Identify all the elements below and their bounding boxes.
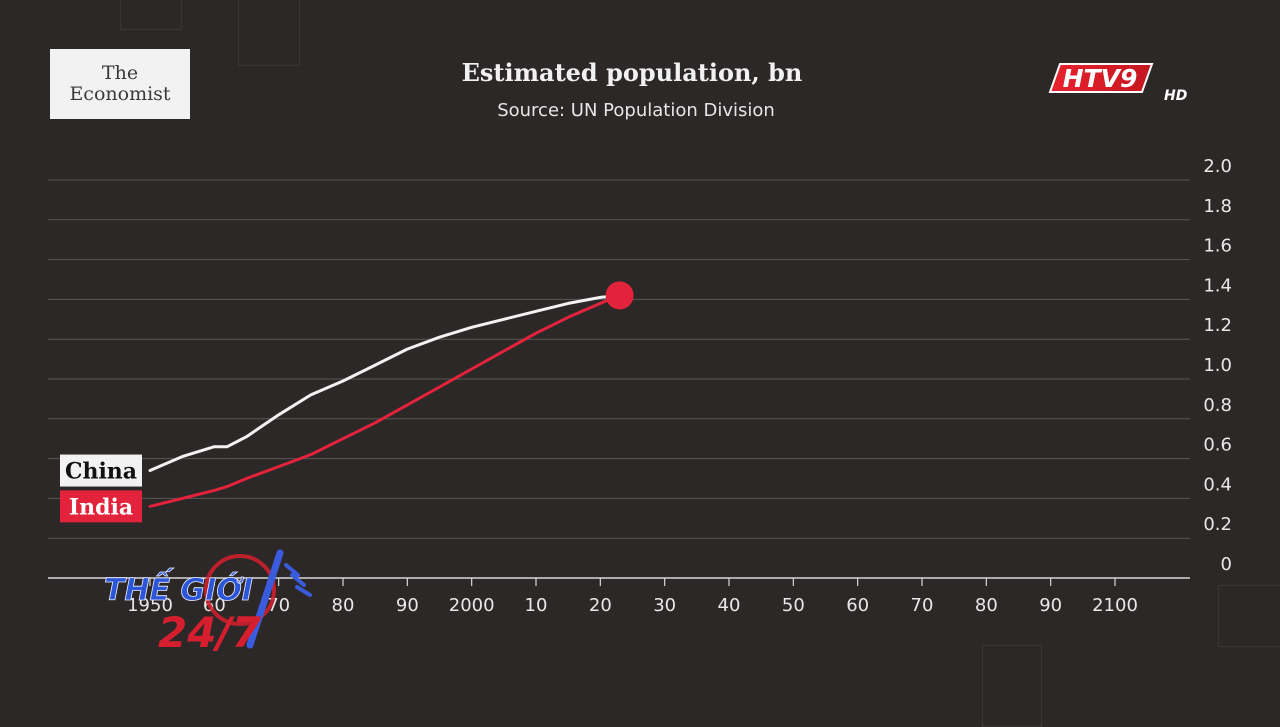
y-tick-label: 0.6: [1203, 435, 1232, 456]
chart-title: Estimated population, bn: [461, 58, 803, 87]
series-label-box: [60, 454, 142, 487]
x-tick-label: 70: [911, 595, 934, 616]
y-tick-label: 0.2: [1203, 514, 1232, 535]
chart-subtitle: Source: UN Population Division: [497, 100, 775, 121]
the-gioi-24-7-logo: THẾ GIỚI 24/7: [104, 549, 312, 655]
show-title-line1: THẾ GIỚI: [104, 568, 253, 608]
series-label-india: India: [60, 490, 142, 523]
x-tick-label: 50: [782, 595, 805, 616]
x-tick-label: 90: [396, 595, 419, 616]
y-tick-label: 1.8: [1203, 196, 1232, 217]
x-tick-label: 30: [653, 595, 676, 616]
x-tick-label: 1950: [127, 595, 173, 616]
series-label-text: China: [65, 459, 137, 485]
x-tick-label: 10: [525, 595, 548, 616]
y-tick-label: 1.0: [1203, 355, 1232, 376]
series-line-india: [148, 293, 622, 508]
economist-logo-line1: The: [101, 62, 139, 84]
background-square: [120, 0, 182, 30]
x-tick-label: 80: [332, 595, 355, 616]
economist-logo-line2: Economist: [69, 83, 171, 105]
series-line-china: [148, 293, 622, 472]
x-tick-label: 40: [718, 595, 741, 616]
x-tick-label: 2100: [1092, 595, 1138, 616]
show-title-line2: 24/7: [158, 608, 262, 655]
y-tick-label: 1.2: [1203, 315, 1232, 336]
highlight-point: [605, 281, 634, 310]
series-label-text: India: [69, 494, 133, 520]
htv9-logo: HTV9 HD: [1048, 63, 1187, 104]
y-tick-label: 1.6: [1203, 236, 1232, 257]
y-tick-label: 0.8: [1203, 395, 1232, 416]
y-tick-label: 0.4: [1203, 474, 1232, 495]
y-tick-label: 2.0: [1203, 156, 1232, 177]
background-square: [1218, 585, 1280, 647]
hd-badge: HD: [1164, 88, 1187, 104]
x-tick-label: 2000: [449, 595, 495, 616]
y-tick-label: 0: [1221, 554, 1232, 575]
htv-logo-text: HTV9: [1063, 64, 1138, 93]
economist-logo: The Economist: [50, 49, 190, 119]
x-tick-label: 80: [975, 595, 998, 616]
x-tick-label: 20: [589, 595, 612, 616]
background-square: [238, 0, 300, 66]
series-label-china: China: [60, 454, 142, 487]
series-label-box: [60, 490, 142, 523]
x-tick-label: 90: [1039, 595, 1062, 616]
y-tick-label: 1.4: [1203, 275, 1232, 296]
x-tick-label: 60: [846, 595, 869, 616]
